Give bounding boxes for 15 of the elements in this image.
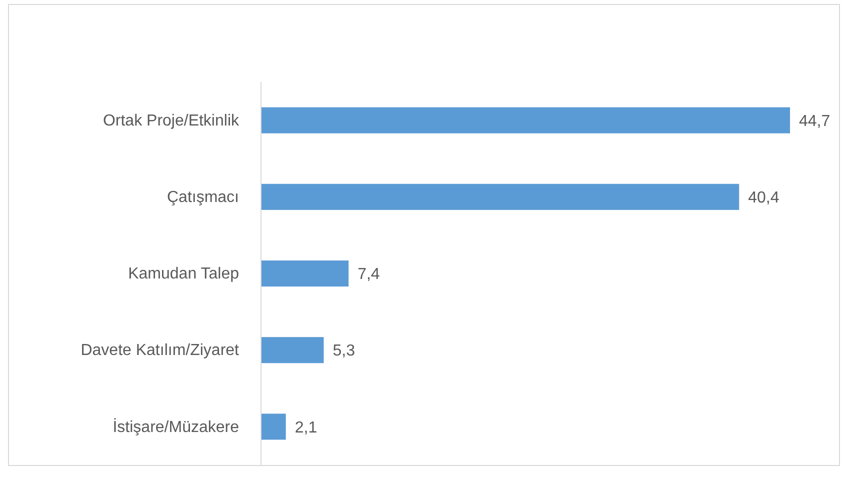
data-label: 5,3 bbox=[332, 342, 356, 360]
bar bbox=[261, 337, 324, 364]
bar bbox=[261, 184, 740, 210]
y-tick-label: Çatışmacı bbox=[166, 189, 239, 206]
data-label: 44,7 bbox=[799, 112, 830, 130]
y-tick-label: Davete Katılım/Ziyaret bbox=[80, 342, 240, 360]
data-label: 40,4 bbox=[748, 190, 780, 206]
y-tick-label: Kamudan Talep bbox=[128, 266, 240, 283]
bar bbox=[261, 107, 790, 134]
y-tick-label: İstişare/Müzakere bbox=[112, 418, 240, 436]
y-tick-label: Ortak Proje/Etkinlik bbox=[102, 112, 240, 130]
bar bbox=[261, 414, 286, 440]
bar bbox=[261, 260, 349, 287]
data-label: 2,1 bbox=[294, 419, 318, 436]
data-label: 7,4 bbox=[358, 266, 380, 284]
